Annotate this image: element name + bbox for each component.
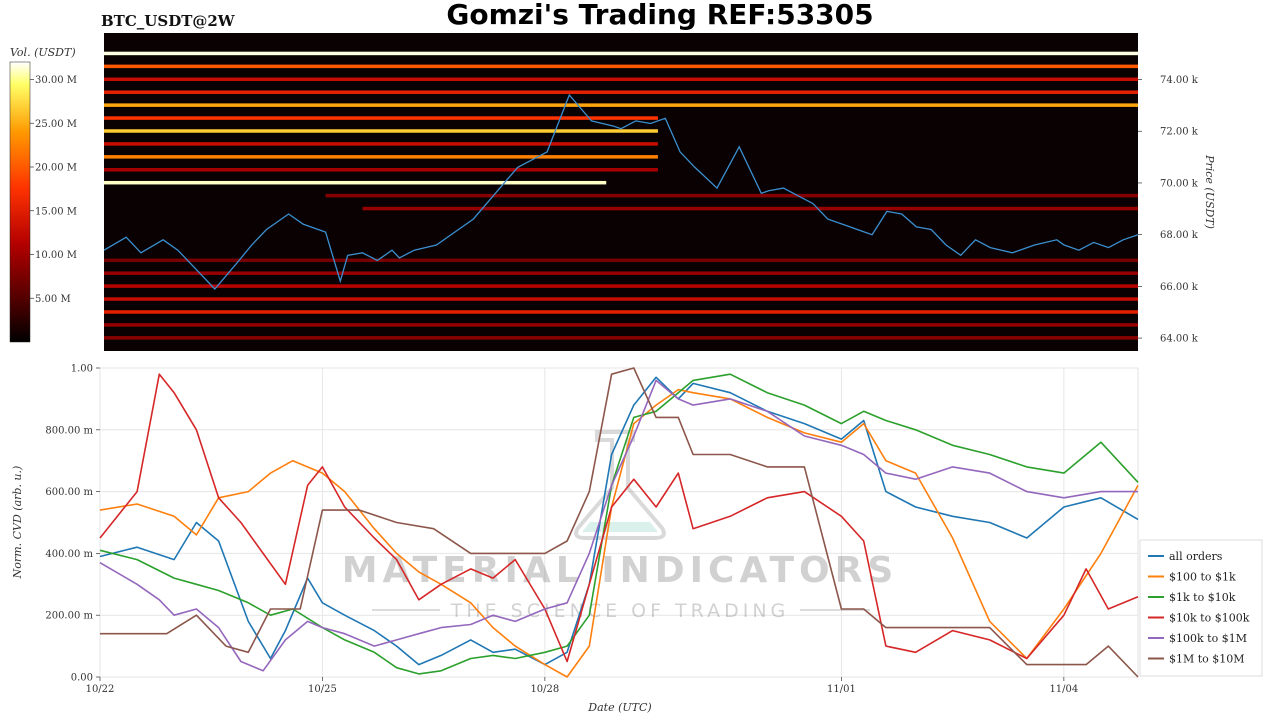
heatmap-y-tick-label: 74.00 k [1160,75,1199,86]
legend-entry: $100 to $1k [1169,571,1236,584]
y-tick-label: 200.00 m [45,611,93,622]
legend: all orders $100 to $1k $1k to $10k $10k to … [1148,550,1250,666]
heatmap-y-tick-label: 66.00 k [1160,282,1199,293]
y-tick-label: 600.00 m [45,487,93,498]
colorbar [9,61,31,343]
legend-entry: $1k to $10k [1169,591,1236,604]
line-plot-area [99,367,1139,678]
heatmap-level [104,77,1138,82]
heatmap-y-tick-label: 64.00 k [1160,334,1199,345]
x-axis-label: Date (UTC) [587,701,651,714]
heatmap-level [104,336,1138,340]
heatmap-level [104,310,1138,314]
price-line [103,93,1139,290]
line-grid [99,367,1138,678]
heatmap-level [362,206,1138,211]
colorbar-ticks: 5.00 M 10.00 M 15.00 M 20.00 M 25.00 M 30.00 … [30,75,77,305]
heatmap-level [104,271,1138,275]
legend-entry: all orders [1169,550,1223,563]
x-tick-label: 11/01 [827,684,856,695]
heatmap-level [104,168,658,172]
colorbar-tick-label: 15.00 M [35,206,77,217]
heatmap-level [104,155,658,159]
heatmap-level [104,64,1138,69]
flask-liquid-icon [582,522,658,532]
legend-entry: $10k to $100k [1169,612,1250,625]
x-tick-label: 10/25 [308,684,337,695]
line-ticks: 0.00 200.00 m 400.00 m 600.00 m 800.00 m 1.00… [45,364,1078,696]
watermark-line-1: MATERIAL INDICATORS [342,550,899,591]
series-line [99,373,1139,675]
colorbar-tick-label: 10.00 M [35,250,77,261]
colorbar-label: Vol. (USDT) [10,46,76,59]
heatmap-level [104,90,1138,94]
y-axis-label: Norm. CVD (arb. u.) [11,466,24,580]
legend-entry: $100k to $1M [1169,632,1247,645]
series-line [99,376,1139,666]
series-line [100,367,1139,678]
x-tick-label: 11/04 [1049,684,1078,695]
legend-box [1139,539,1263,677]
colorbar-tick-label: 25.00 M [35,119,77,130]
heatmap-level [104,284,1138,288]
watermark: MATERIAL INDICATORS THE SCIENCE OF TRADI… [342,430,899,622]
watermark-line-2: THE SCIENCE OF TRADING [450,600,790,622]
y-tick-label: 0.00 [71,673,93,684]
heatmap-level [104,103,1138,107]
flask-icon [574,430,666,540]
heatmap-y-tick-label: 72.00 k [1160,127,1199,138]
heatmap-y-ticks: 64.00 k 66.00 k 68.00 k 70.00 k 72.00 k 74.00… [1138,75,1199,345]
colorbar-tick-label: 30.00 M [35,75,77,86]
heatmap-level [104,180,607,185]
y-tick-label: 400.00 m [45,549,93,560]
heatmap-rows [104,51,1139,340]
heatmap-level [104,258,1138,263]
colorbar-tick-label: 20.00 M [35,163,77,174]
symbol-label: BTC_USDT@2W [101,12,236,30]
colorbar-tick-label: 5.00 M [35,294,71,305]
heatmap-level [104,323,1138,327]
heatmap-level [104,297,1138,301]
chart-title: Gomzi's Trading REF:53305 [446,0,873,31]
y-tick-label: 800.00 m [45,425,93,436]
series-line [99,379,1138,672]
x-tick-label: 10/28 [530,684,559,695]
legend-entry: $1M to $10M [1169,653,1245,666]
series-line [99,388,1139,678]
heatmap-level [325,193,1139,198]
heatmap-y-tick-label: 70.00 k [1160,178,1199,189]
heatmap-level [104,129,658,133]
heatmap-y-axis-label: Price (USDT) [1203,154,1216,229]
line-series [99,367,1139,678]
heatmap-level [104,51,1138,56]
x-tick-label: 10/22 [86,684,115,695]
heatmap-level [104,116,658,120]
series-line [99,373,1139,663]
y-tick-label: 1.00 [71,364,93,375]
heatmap-level [104,142,658,146]
heatmap-y-tick-label: 68.00 k [1160,230,1199,241]
